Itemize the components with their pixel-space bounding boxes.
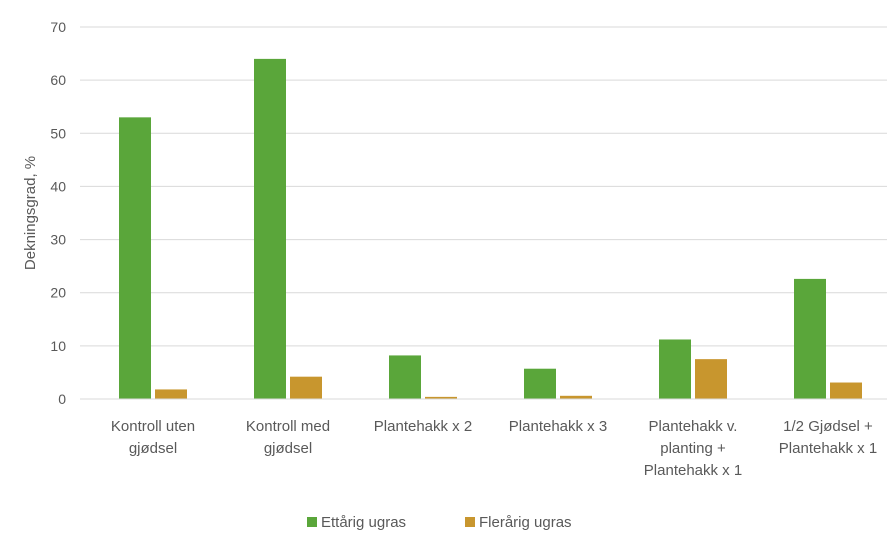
x-axis-categories: Kontroll uten gjødsel Kontroll med gjødsel P… [111, 418, 877, 479]
y-tick-label: 30 [50, 232, 66, 248]
x-category-label: Kontroll uten gjødsel [111, 418, 195, 457]
y-axis-label: Dekningsgrad, % [22, 156, 39, 270]
legend-item: Flerårig ugras [465, 514, 572, 531]
x-category-label: Kontroll med gjødsel [246, 418, 330, 457]
x-category-label: Plantehakk x 2 [374, 418, 472, 435]
gridlines [80, 26, 887, 347]
legend-swatch [465, 517, 475, 527]
x-category-label: Plantehakk x 3 [509, 418, 607, 435]
bar-flerarig [290, 376, 322, 399]
y-tick-label: 40 [50, 178, 66, 194]
legend-swatch [307, 517, 317, 527]
bar-flerarig [560, 395, 592, 399]
bar-ettarig [389, 355, 421, 399]
bar-flerarig [830, 382, 862, 399]
legend-label: Flerårig ugras [479, 514, 572, 531]
y-tick-label: 50 [50, 125, 66, 141]
x-category-label: 1/2 Gjødsel + Plantehakk x 1 [779, 418, 877, 457]
legend-item: Ettårig ugras [307, 514, 406, 531]
bars [119, 58, 862, 400]
x-category-label: Plantehakk v. planting + Plantehakk x 1 [644, 418, 742, 479]
y-tick-label: 70 [50, 19, 66, 35]
bar-ettarig [659, 339, 691, 399]
bar-flerarig [695, 359, 727, 399]
bar-ettarig [254, 58, 286, 400]
legend: Ettårig ugras Flerårig ugras [307, 514, 572, 531]
bar-ettarig [794, 278, 826, 399]
y-axis-ticks: 0 10 20 30 40 50 60 70 [50, 19, 66, 407]
y-tick-label: 0 [58, 391, 66, 407]
y-tick-label: 20 [50, 285, 66, 301]
bar-ettarig [119, 117, 151, 399]
bar-flerarig [425, 396, 457, 399]
bar-flerarig [155, 389, 187, 399]
legend-label: Ettårig ugras [321, 514, 406, 531]
bar-ettarig [524, 368, 556, 399]
y-tick-label: 10 [50, 338, 66, 354]
y-tick-label: 60 [50, 72, 66, 88]
